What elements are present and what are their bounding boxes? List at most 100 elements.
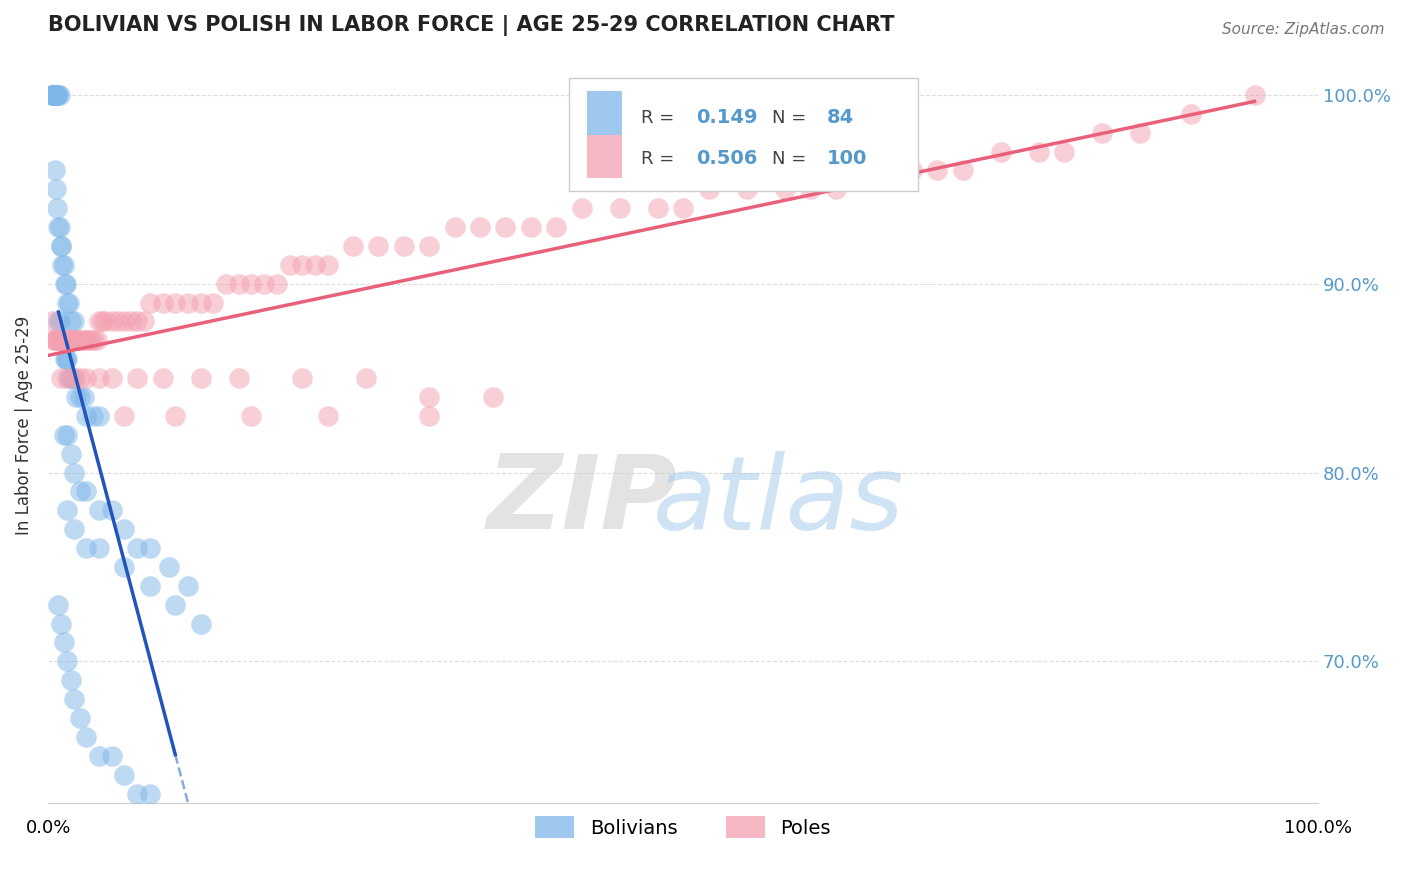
Point (228, 277, 250, 291)
Point (69, 371, 91, 385)
Text: ZIP: ZIP (486, 450, 676, 551)
Point (647, 201, 669, 215)
Point (48, 87, 70, 102)
Point (240, 277, 263, 291)
Point (52, 334, 75, 348)
Point (100, 503, 122, 517)
Point (354, 371, 377, 385)
Point (52, 258, 75, 272)
Point (1053, 145, 1076, 159)
Point (62, 466, 84, 480)
Text: N =: N = (772, 109, 813, 127)
Point (165, 295, 187, 310)
Point (1028, 145, 1050, 159)
Point (114, 409, 136, 423)
Point (202, 295, 225, 310)
Point (65, 390, 87, 404)
Point (69, 711, 91, 725)
Point (152, 371, 174, 385)
Text: 0.506: 0.506 (696, 149, 758, 169)
Point (75, 334, 97, 348)
Point (114, 767, 136, 781)
Point (45, 87, 67, 102)
Point (75, 541, 97, 555)
Point (316, 409, 339, 423)
Point (571, 201, 593, 215)
Point (48, 334, 70, 348)
Point (62, 522, 84, 536)
Point (55, 277, 77, 291)
Point (139, 579, 162, 593)
Point (53, 352, 76, 367)
Point (77, 334, 100, 348)
Point (56, 334, 79, 348)
Point (139, 541, 162, 555)
Point (48, 598, 70, 612)
Point (44, 87, 66, 102)
Point (190, 371, 212, 385)
Point (51, 334, 73, 348)
Point (799, 182, 821, 196)
Point (139, 787, 162, 801)
Point (240, 409, 263, 423)
Point (51, 334, 73, 348)
Point (46, 201, 69, 215)
Point (1180, 107, 1202, 121)
Point (304, 258, 326, 272)
Point (1129, 126, 1152, 140)
Text: R =: R = (641, 109, 681, 127)
Point (773, 182, 796, 196)
Point (87, 541, 110, 555)
Point (120, 314, 142, 328)
Point (494, 220, 516, 235)
Text: N =: N = (772, 150, 813, 168)
Point (266, 277, 288, 291)
Point (215, 277, 238, 291)
Point (48, 314, 70, 328)
Point (609, 201, 631, 215)
Point (1091, 126, 1114, 140)
Point (48, 220, 70, 235)
Point (41, 314, 63, 328)
Point (87, 314, 110, 328)
FancyBboxPatch shape (569, 78, 918, 191)
Point (65, 334, 87, 348)
Point (927, 163, 949, 178)
Point (83, 334, 105, 348)
Point (56, 654, 79, 668)
Point (46, 87, 69, 102)
Text: 100: 100 (827, 149, 868, 169)
Point (127, 371, 149, 385)
Point (990, 145, 1012, 159)
Point (62, 371, 84, 385)
Legend: Bolivians, Poles: Bolivians, Poles (527, 808, 839, 847)
Point (42, 87, 65, 102)
Point (60, 334, 83, 348)
FancyBboxPatch shape (586, 135, 623, 178)
Point (862, 163, 884, 178)
Point (75, 409, 97, 423)
Point (42, 87, 65, 102)
Point (42, 87, 65, 102)
Point (157, 560, 180, 574)
Point (87, 748, 110, 763)
Point (127, 314, 149, 328)
Point (49, 334, 72, 348)
Point (481, 390, 503, 404)
Point (253, 277, 276, 291)
Point (114, 522, 136, 536)
Point (48, 87, 70, 102)
Point (56, 427, 79, 442)
Point (127, 541, 149, 555)
Point (48, 220, 70, 235)
Point (228, 371, 250, 385)
Point (546, 220, 568, 235)
Point (291, 258, 314, 272)
Point (75, 730, 97, 744)
Point (49, 616, 72, 631)
Text: atlas: atlas (652, 450, 904, 551)
Point (127, 787, 149, 801)
Point (824, 182, 846, 196)
Point (165, 409, 187, 423)
Point (443, 220, 465, 235)
